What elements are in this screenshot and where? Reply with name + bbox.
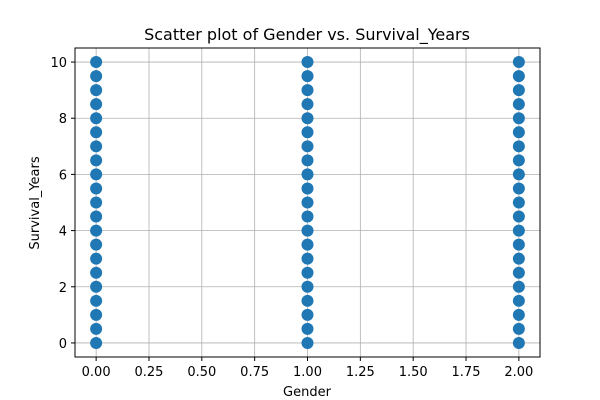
data-point [512,84,525,97]
data-point [90,126,103,139]
data-point [301,224,314,237]
data-point [512,210,525,223]
data-point [512,252,525,265]
data-point [301,238,314,251]
data-point [301,98,314,111]
data-point [301,112,314,125]
data-point [90,280,103,293]
data-point [512,154,525,167]
y-tick-label: 6 [59,168,67,183]
data-point [90,168,103,181]
data-point [301,336,314,349]
data-point [90,196,103,209]
data-point [90,112,103,125]
data-point [90,224,103,237]
x-tick-label: 1.25 [346,365,375,380]
data-point [512,70,525,83]
data-point [90,266,103,279]
data-point [301,294,314,307]
data-point [512,168,525,181]
data-point [301,266,314,279]
data-point [512,294,525,307]
data-point [512,238,525,251]
y-tick-label: 8 [59,112,67,127]
data-point [512,308,525,321]
data-point [90,70,103,83]
data-point [512,112,525,125]
data-points [90,56,525,349]
x-tick-label: 1.00 [293,365,322,380]
data-point [90,336,103,349]
data-point [301,168,314,181]
x-axis-label: Gender [283,385,332,400]
chart-title: Scatter plot of Gender vs. Survival_Year… [144,25,470,45]
y-tick-label: 10 [50,56,67,71]
data-point [301,280,314,293]
x-tick-label: 0.75 [240,365,269,380]
data-point [90,154,103,167]
y-tick-label: 4 [59,225,67,240]
data-point [512,322,525,335]
data-point [301,308,314,321]
x-tick-label: 1.75 [452,365,481,380]
data-point [301,84,314,97]
data-point [90,84,103,97]
data-point [90,308,103,321]
x-tick-label: 1.50 [399,365,428,380]
data-point [90,322,103,335]
x-tick-label: 2.00 [504,365,533,380]
data-point [512,182,525,195]
y-tick-label: 2 [59,281,67,296]
data-point [301,154,314,167]
data-point [90,98,103,111]
data-point [301,322,314,335]
y-axis-label: Survival_Years [28,156,43,249]
x-tick-label: 0.25 [135,365,164,380]
data-point [512,336,525,349]
data-point [301,210,314,223]
data-point [90,140,103,153]
data-point [512,126,525,139]
data-point [90,252,103,265]
data-point [512,140,525,153]
data-point [90,210,103,223]
data-point [512,56,525,69]
axis-ticks: 0.00 0.25 0.50 0.75 1.00 1.25 1.50 1.75 2.00 0 2 4 6… [50,56,533,380]
data-point [512,266,525,279]
data-point [90,56,103,69]
data-point [512,224,525,237]
data-point [301,182,314,195]
data-point [90,238,103,251]
x-tick-label: 0.00 [82,365,111,380]
data-point [90,294,103,307]
data-point [301,140,314,153]
data-point [512,280,525,293]
y-tick-label: 0 [59,337,67,352]
data-point [512,98,525,111]
data-point [512,196,525,209]
data-point [90,182,103,195]
data-point [301,56,314,69]
data-point [301,196,314,209]
data-point [301,126,314,139]
x-tick-label: 0.50 [187,365,216,380]
data-point [301,70,314,83]
data-point [301,252,314,265]
